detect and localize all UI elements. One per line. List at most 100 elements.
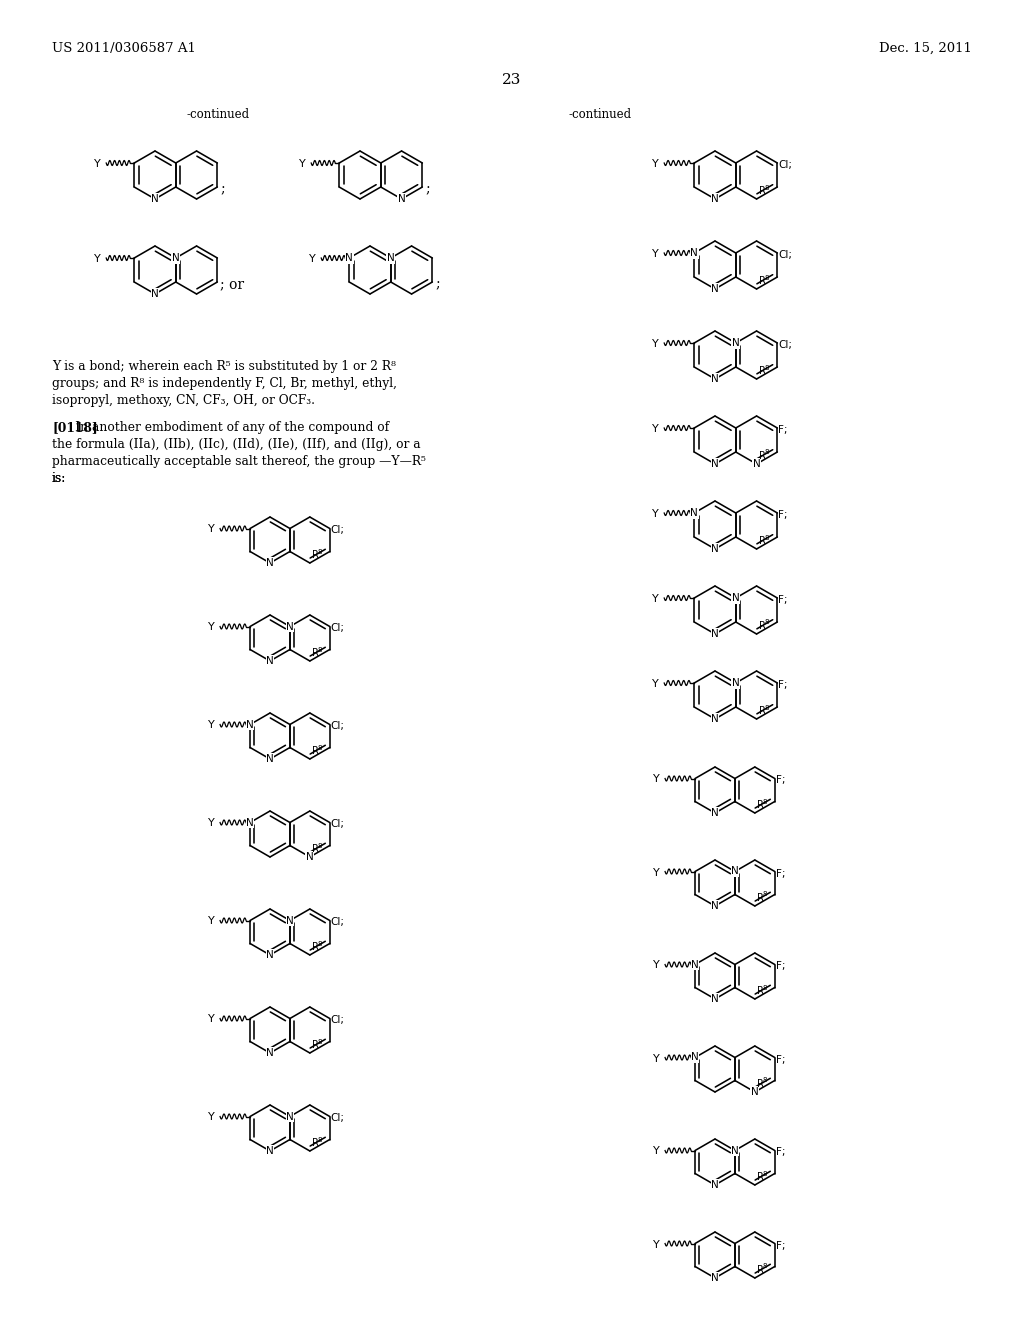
Text: N: N bbox=[711, 194, 719, 205]
Text: US 2011/0306587 A1: US 2011/0306587 A1 bbox=[52, 42, 196, 55]
Text: N: N bbox=[286, 622, 294, 631]
Text: R: R bbox=[312, 942, 318, 952]
Text: 8: 8 bbox=[317, 940, 322, 946]
Text: N: N bbox=[266, 656, 273, 667]
Text: N: N bbox=[711, 630, 719, 639]
Text: R: R bbox=[312, 843, 318, 854]
Text: is:: is: bbox=[52, 473, 67, 484]
Text: 8: 8 bbox=[317, 1039, 322, 1044]
Text: Cl;: Cl; bbox=[778, 249, 793, 260]
Text: Y: Y bbox=[94, 253, 101, 264]
Text: N: N bbox=[711, 808, 719, 818]
Text: 8: 8 bbox=[764, 705, 769, 710]
Text: N: N bbox=[690, 248, 698, 257]
Text: 8: 8 bbox=[762, 891, 767, 898]
Text: 8: 8 bbox=[762, 1077, 767, 1084]
Text: Y: Y bbox=[208, 623, 215, 632]
Text: Cl;: Cl; bbox=[331, 1015, 345, 1026]
Text: F;: F; bbox=[776, 961, 785, 972]
Text: pharmaceutically acceptable salt thereof, the group —Y—R⁵: pharmaceutically acceptable salt thereof… bbox=[52, 455, 426, 469]
Text: 8: 8 bbox=[764, 535, 769, 540]
Text: Y: Y bbox=[653, 961, 660, 970]
Text: R: R bbox=[757, 1265, 764, 1275]
Text: R: R bbox=[759, 366, 766, 376]
Text: 8: 8 bbox=[764, 619, 769, 626]
Text: F;: F; bbox=[778, 425, 787, 436]
Text: N: N bbox=[731, 1146, 738, 1155]
Text: R: R bbox=[312, 1138, 318, 1148]
Text: Y: Y bbox=[208, 818, 215, 829]
Text: N: N bbox=[732, 678, 739, 688]
Text: F;: F; bbox=[776, 869, 785, 879]
Text: ; or: ; or bbox=[220, 277, 245, 290]
Text: 8: 8 bbox=[317, 549, 322, 554]
Text: N: N bbox=[266, 950, 273, 960]
Text: Y: Y bbox=[653, 775, 660, 784]
Text: N: N bbox=[286, 1111, 294, 1122]
Text: F;: F; bbox=[776, 1055, 785, 1064]
Text: 8: 8 bbox=[762, 1263, 767, 1270]
Text: N: N bbox=[711, 1272, 719, 1283]
Text: Y: Y bbox=[652, 594, 659, 605]
Text: N: N bbox=[266, 754, 273, 764]
Text: N: N bbox=[691, 960, 699, 969]
Text: -continued: -continued bbox=[568, 108, 632, 121]
Text: ;: ; bbox=[435, 277, 440, 290]
Text: N: N bbox=[711, 284, 719, 294]
Text: R: R bbox=[757, 894, 764, 903]
Text: isopropyl, methoxy, CN, CF₃, OH, or OCF₃.: isopropyl, methoxy, CN, CF₃, OH, or OCF₃… bbox=[52, 393, 315, 407]
Text: 8: 8 bbox=[762, 799, 767, 804]
Text: Y: Y bbox=[208, 721, 215, 730]
Text: N: N bbox=[690, 508, 698, 517]
Text: Y: Y bbox=[652, 678, 659, 689]
Text: Cl;: Cl; bbox=[331, 722, 345, 731]
Text: 8: 8 bbox=[317, 842, 322, 849]
Text: F;: F; bbox=[778, 680, 787, 690]
Text: F;: F; bbox=[776, 1241, 785, 1250]
Text: N: N bbox=[152, 194, 159, 205]
Text: N: N bbox=[306, 851, 313, 862]
Text: N: N bbox=[751, 1086, 759, 1097]
Text: N: N bbox=[711, 374, 719, 384]
Text: Cl;: Cl; bbox=[778, 160, 793, 170]
Text: Cl;: Cl; bbox=[331, 525, 345, 536]
Text: Cl;: Cl; bbox=[331, 623, 345, 634]
Text: N: N bbox=[732, 338, 739, 348]
Text: R: R bbox=[757, 800, 764, 810]
Text: Y: Y bbox=[208, 1113, 215, 1122]
Text: R: R bbox=[312, 550, 318, 560]
Text: N: N bbox=[711, 994, 719, 1005]
Text: Y: Y bbox=[653, 1239, 660, 1250]
Text: In another embodiment of any of the compound of: In another embodiment of any of the comp… bbox=[52, 421, 389, 434]
Text: N: N bbox=[266, 1146, 273, 1156]
Text: Y is a bond; wherein each R⁵ is substituted by 1 or 2 R⁸: Y is a bond; wherein each R⁵ is substitu… bbox=[52, 360, 396, 374]
Text: N: N bbox=[753, 459, 761, 469]
Text: N: N bbox=[266, 1048, 273, 1059]
Text: Y: Y bbox=[653, 1053, 660, 1064]
Text: 23: 23 bbox=[503, 73, 521, 87]
Text: Y: Y bbox=[208, 524, 215, 535]
Text: Y: Y bbox=[208, 916, 215, 927]
Text: R: R bbox=[757, 1172, 764, 1181]
Text: R: R bbox=[312, 1040, 318, 1049]
Text: Y: Y bbox=[309, 253, 316, 264]
Text: R: R bbox=[759, 186, 766, 195]
Text: N: N bbox=[397, 194, 406, 205]
Text: 8: 8 bbox=[764, 450, 769, 455]
Text: N: N bbox=[731, 866, 738, 876]
Text: 8: 8 bbox=[764, 275, 769, 281]
Text: Cl;: Cl; bbox=[331, 820, 345, 829]
Text: F;: F; bbox=[778, 595, 787, 605]
Text: Cl;: Cl; bbox=[331, 917, 345, 928]
Text: N: N bbox=[711, 902, 719, 911]
Text: N: N bbox=[266, 558, 273, 568]
Text: R: R bbox=[759, 536, 766, 546]
Text: 8: 8 bbox=[764, 185, 769, 190]
Text: 8: 8 bbox=[762, 1171, 767, 1176]
Text: N: N bbox=[711, 459, 719, 469]
Text: N: N bbox=[711, 544, 719, 554]
Text: is:: is: bbox=[52, 473, 67, 484]
Text: Y: Y bbox=[652, 249, 659, 259]
Text: -continued: -continued bbox=[186, 108, 250, 121]
Text: N: N bbox=[387, 253, 394, 263]
